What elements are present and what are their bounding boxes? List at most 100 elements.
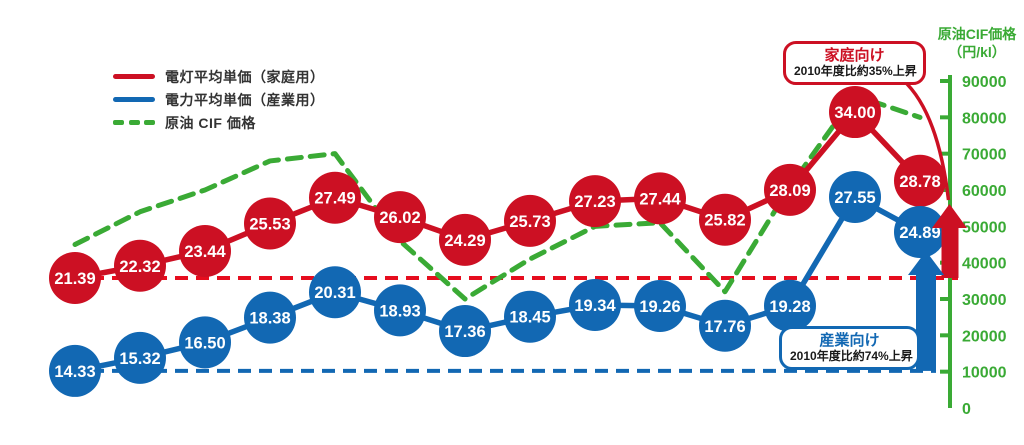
data-point-bubble: [309, 266, 361, 319]
legend-item-cif: 原油 CIF 価格: [113, 114, 325, 131]
data-point: 24.29: [439, 213, 491, 266]
data-point: 18.38: [244, 291, 296, 344]
data-point-bubble: [894, 205, 946, 258]
data-point-value: 22.32: [119, 258, 160, 276]
callout-household-leader: [901, 78, 951, 201]
data-point-value: 26.02: [379, 209, 420, 227]
data-point-bubble: [309, 171, 361, 224]
right-axis-title: 原油CIF価格: [938, 26, 1018, 42]
callout-household: 家庭向け 2010年度比約35%上昇: [783, 41, 926, 85]
series-household: 21.39 22.32 23.44 25.53 27.49 26.02 24.29 25.73…: [49, 86, 946, 305]
data-point-bubble: [504, 194, 556, 247]
data-point-value: 17.76: [704, 318, 745, 336]
data-point-bubble: [894, 154, 946, 207]
data-point: 17.36: [439, 305, 491, 358]
data-point-bubble: [374, 191, 426, 244]
right-axis-tick-label: 0: [962, 401, 971, 418]
data-point-value: 14.33: [54, 363, 95, 381]
series-industrial: 14.33 15.32 16.50 18.38 20.31 18.93 17.36 18.45…: [49, 170, 946, 397]
data-point-value: 18.45: [509, 309, 550, 327]
right-axis-tick-label: 40000: [962, 256, 1007, 273]
legend-item-industrial: 電力平均単価（産業用）: [113, 91, 325, 108]
data-point: 16.50: [179, 316, 231, 369]
data-point-bubble: [634, 172, 686, 225]
data-point-bubble: [244, 197, 296, 250]
right-axis-tick-label: 90000: [962, 74, 1007, 91]
data-point-value: 34.00: [834, 104, 875, 122]
data-point-value: 19.28: [769, 298, 810, 316]
data-point: 27.23: [569, 175, 621, 228]
data-point-value: 27.49: [314, 190, 355, 208]
callout-industrial-subtitle: 2010年度比約74%上昇: [790, 349, 913, 363]
data-point-value: 18.38: [249, 310, 290, 328]
data-point: 34.00: [829, 86, 881, 139]
data-point: 24.89: [894, 205, 946, 258]
data-point-bubble: [244, 291, 296, 344]
data-point-value: 19.26: [639, 298, 680, 316]
arrow-head: [908, 251, 944, 275]
legend-line-red-icon: [113, 74, 155, 79]
legend-line-green-dashed-icon: [113, 120, 155, 125]
arrow-household-rise: [932, 204, 967, 279]
data-point-bubble: [764, 279, 816, 332]
data-point-value: 27.55: [834, 189, 875, 207]
data-point-value: 24.89: [899, 224, 940, 242]
data-point: 27.44: [634, 172, 686, 225]
data-point: 28.09: [764, 163, 816, 216]
legend-label-industrial: 電力平均単価（産業用）: [165, 91, 325, 108]
data-point-value: 25.73: [509, 213, 550, 231]
data-point: 25.82: [699, 193, 751, 246]
right-axis-tick-label: 80000: [962, 110, 1007, 127]
data-point-bubble: [569, 175, 621, 228]
data-point-bubble: [114, 331, 166, 384]
data-point-value: 15.32: [119, 350, 160, 368]
data-point: 21.39: [49, 252, 101, 305]
data-point: 18.93: [374, 284, 426, 337]
data-point: 27.55: [829, 170, 881, 223]
data-point: 14.33: [49, 344, 101, 397]
data-point: 19.34: [569, 278, 621, 331]
data-point: 25.73: [504, 194, 556, 247]
legend-label-household: 電灯平均単価（家庭用）: [165, 68, 325, 85]
data-point-bubble: [829, 86, 881, 139]
legend-line-blue-icon: [113, 97, 155, 102]
data-point-value: 19.34: [574, 297, 616, 315]
data-point-value: 18.93: [379, 302, 420, 320]
right-axis-tick-label: 30000: [962, 292, 1007, 309]
callout-household-title: 家庭向け: [824, 47, 885, 64]
data-point: 26.02: [374, 191, 426, 244]
data-point-bubble: [569, 278, 621, 331]
data-point-value: 27.44: [639, 190, 681, 208]
data-point-value: 16.50: [184, 334, 225, 352]
data-point: 19.26: [634, 280, 686, 333]
data-point: 28.78: [894, 154, 946, 207]
data-point-value: 28.09: [769, 182, 810, 200]
data-point-value: 23.44: [184, 243, 226, 261]
data-point-bubble: [504, 290, 556, 343]
data-point: 25.53: [244, 197, 296, 250]
data-point-value: 24.29: [444, 232, 485, 250]
data-point-bubble: [699, 299, 751, 352]
data-point: 17.76: [699, 299, 751, 352]
callout-household-subtitle: 2010年度比約35%上昇: [794, 64, 917, 78]
data-point: 20.31: [309, 266, 361, 319]
right-axis-title-unit: （円/kl）: [948, 44, 1006, 60]
data-point: 23.44: [179, 225, 231, 278]
data-point-value: 28.78: [899, 173, 940, 191]
data-point: 22.32: [114, 239, 166, 292]
data-point-value: 25.82: [704, 212, 745, 230]
legend-label-cif: 原油 CIF 価格: [165, 114, 256, 131]
data-point-bubble: [439, 213, 491, 266]
data-point-bubble: [49, 252, 101, 305]
data-point-bubble: [114, 239, 166, 292]
right-axis-tick-label: 70000: [962, 147, 1007, 164]
right-axis-tick-label: 20000: [962, 328, 1007, 345]
legend: 電灯平均単価（家庭用） 電力平均単価（産業用） 原油 CIF 価格: [113, 68, 325, 131]
arrow-head: [932, 204, 967, 228]
callout-industrial-title: 産業向け: [819, 332, 880, 349]
data-point-value: 20.31: [314, 284, 355, 302]
data-point-value: 27.23: [574, 193, 615, 211]
data-point-bubble: [179, 316, 231, 369]
